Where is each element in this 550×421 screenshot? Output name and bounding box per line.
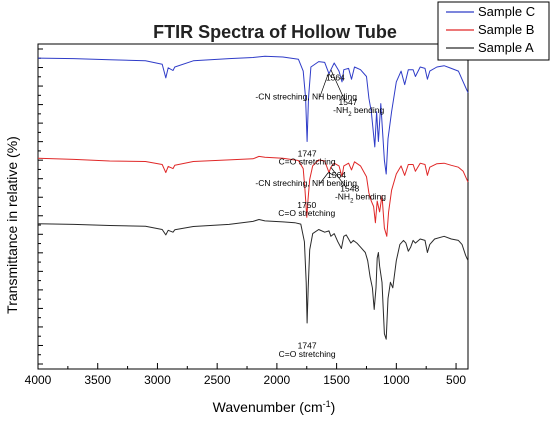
- x-tick-label: 3000: [144, 373, 171, 387]
- plot-frame: [37, 43, 469, 370]
- peak-annotation: C=O stretching: [279, 349, 336, 359]
- annotation-leader: [319, 172, 329, 184]
- annotation-leader: [328, 73, 333, 79]
- peak-annotation: 1747: [298, 341, 317, 351]
- peak-annotation: C=O stretching: [278, 208, 335, 218]
- legend: Sample C Sample B Sample A: [437, 1, 550, 61]
- x-tick-label: 2000: [264, 373, 291, 387]
- legend-label: Sample A: [478, 40, 534, 55]
- plot-area: 4000 3500 3000 2500 2000 1500 1000 500 1564 -CN …: [25, 43, 469, 387]
- peak-annotation: -NH2 bending: [335, 192, 386, 205]
- y-axis-ticks: [38, 48, 43, 365]
- x-tick-label: 3500: [84, 373, 111, 387]
- y-axis-label: Transmittance in relative (%): [4, 136, 20, 314]
- legend-label: Sample C: [478, 4, 535, 19]
- x-axis-ticks: 4000 3500 3000 2500 2000 1500 1000 500: [25, 363, 466, 387]
- peak-annotation: 1750: [297, 200, 316, 210]
- peak-annotation: 1548: [340, 184, 359, 194]
- x-tick-label: 4000: [25, 373, 52, 387]
- x-axis-label: Wavenumber (cm-1): [213, 399, 336, 415]
- chart-title: FTIR Spectra of Hollow Tube: [153, 22, 397, 42]
- annotation-leader: [319, 73, 329, 97]
- annotation-leader: [330, 167, 347, 188]
- peak-annotation: 1547: [338, 97, 357, 107]
- peak-annotation: -CN streching, NH bending: [255, 178, 357, 188]
- annotation-leader: [330, 69, 346, 102]
- annotation-leader: [328, 172, 334, 176]
- peak-annotation: 1747: [298, 148, 317, 158]
- x-tick-label: 500: [446, 373, 466, 387]
- peak-annotation: -NH2 bending: [333, 105, 384, 118]
- peak-annotation: C=O stretching: [279, 157, 336, 167]
- peak-annotation: 1564: [326, 73, 345, 83]
- x-tick-label: 1000: [383, 373, 410, 387]
- legend-label: Sample B: [478, 22, 534, 37]
- series-line-sample-b: [37, 155, 469, 237]
- peak-annotation: -CN streching, NH bending: [255, 92, 357, 102]
- series-line-sample-a: [37, 219, 469, 340]
- spectra-series: [37, 55, 469, 340]
- x-tick-label: 2500: [204, 373, 231, 387]
- series-line-sample-c: [37, 55, 469, 175]
- x-tick-label: 1500: [323, 373, 350, 387]
